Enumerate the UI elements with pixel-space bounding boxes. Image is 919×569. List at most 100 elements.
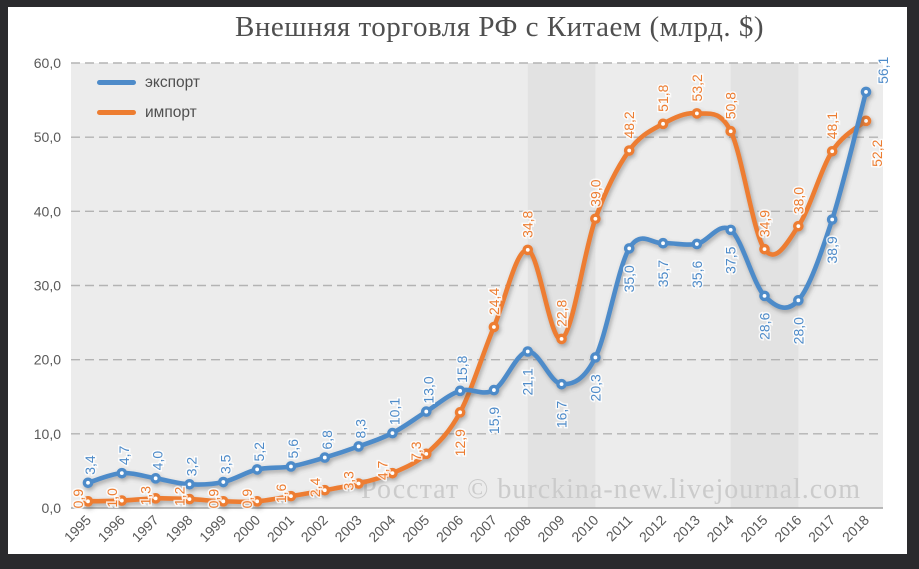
import-point-center: [694, 111, 699, 116]
x-axis-label: 2014: [703, 512, 736, 545]
x-axis-label: 2018: [839, 512, 872, 545]
import-point-label: 1,3: [138, 486, 154, 506]
export-point-center: [796, 298, 801, 303]
export-point-label: 38,9: [824, 236, 840, 263]
import-point-center: [492, 325, 496, 329]
import-point-label: 48,1: [824, 112, 840, 139]
x-axis-label: 1997: [128, 512, 161, 545]
legend-item-import: импорт: [97, 102, 200, 123]
import-point-label: 0,9: [239, 489, 255, 509]
watermark: Росстат © burckina-new.livejournal.com: [361, 474, 861, 505]
x-axis-label: 2008: [501, 512, 534, 545]
import-point-label: 22,8: [554, 299, 570, 326]
import-point-center: [661, 121, 665, 126]
export-point-label: 3,5: [217, 454, 233, 474]
x-axis-label: 2002: [298, 512, 331, 545]
export-point-center: [322, 455, 327, 460]
export-point-center: [762, 293, 767, 298]
x-axis-label: 2016: [771, 512, 804, 545]
import-point-label: 39,0: [587, 179, 603, 206]
import-point-label: 48,2: [621, 111, 637, 138]
import-point-label: 38,0: [790, 187, 806, 214]
y-axis-label: 0,0: [42, 500, 62, 516]
import-point-center: [458, 410, 462, 415]
import-point-label: 51,8: [655, 84, 671, 111]
y-axis-label: 30,0: [34, 278, 61, 294]
export-point-label: 37,5: [723, 246, 739, 273]
import-point-center: [322, 488, 327, 493]
export-point-center: [525, 349, 530, 354]
x-axis-label: 2017: [805, 512, 838, 545]
export-point-center: [153, 476, 158, 481]
x-axis-label: 1995: [61, 512, 94, 545]
export-point-center: [221, 480, 226, 484]
export-point-label: 56,1: [875, 56, 891, 83]
export-point-label: 21,1: [520, 368, 536, 395]
x-axis-label: 2001: [264, 512, 297, 545]
import-point-center: [390, 471, 395, 476]
legend: экспорт импорт: [97, 72, 200, 123]
import-point-center: [796, 224, 801, 229]
import-point-center: [119, 498, 124, 503]
import-point-label: 1,0: [104, 488, 120, 508]
import-point-center: [187, 497, 192, 501]
x-axis-label: 2005: [399, 512, 432, 545]
export-point-label: 35,6: [689, 261, 705, 288]
legend-item-export: экспорт: [97, 72, 200, 93]
import-point-label: 34,8: [520, 210, 536, 237]
x-axis-label: 2010: [568, 512, 601, 545]
export-point-center: [694, 242, 699, 246]
y-axis-label: 10,0: [34, 426, 61, 442]
export-point-center: [830, 217, 835, 222]
x-axis-label: 2004: [365, 512, 398, 545]
import-point-center: [525, 248, 530, 252]
export-point-center: [864, 90, 868, 94]
import-point-label: 3,3: [341, 471, 357, 491]
import-point-center: [289, 494, 293, 499]
import-point-label: 52,2: [869, 139, 885, 166]
legend-import-label: импорт: [145, 103, 197, 121]
import-point-label: 1,2: [171, 486, 187, 506]
x-axis-label: 1999: [196, 512, 229, 545]
export-point-label: 4,0: [150, 451, 166, 471]
export-point-center: [390, 431, 395, 435]
export-point-label: 15,9: [486, 407, 502, 434]
y-axis-label: 40,0: [34, 203, 61, 219]
x-axis-label: 2006: [433, 512, 466, 545]
import-point-center: [356, 481, 361, 486]
import-point-label: 34,9: [757, 210, 773, 237]
export-line-swatch: [97, 80, 136, 85]
x-axis-label: 1996: [95, 512, 128, 545]
import-point-center: [762, 247, 767, 252]
x-axis-label: 2000: [230, 512, 263, 545]
x-axis-label: 2007: [467, 512, 500, 545]
export-point-center: [289, 464, 293, 469]
export-point-center: [86, 480, 90, 485]
export-point-label: 15,8: [454, 355, 470, 382]
import-point-label: 53,2: [689, 74, 705, 101]
export-point-center: [356, 444, 361, 449]
export-series: [82, 86, 872, 490]
y-axis-label: 20,0: [34, 352, 61, 368]
import-point-label: 12,9: [452, 429, 468, 456]
import-point-label: 1,6: [273, 483, 289, 503]
export-point-label: 28,0: [790, 317, 806, 344]
export-point-label: 8,3: [353, 419, 369, 439]
x-axis-label: 2013: [670, 512, 703, 545]
y-axis-label: 50,0: [34, 129, 61, 145]
export-point-label: 3,2: [183, 457, 199, 477]
import-series: [82, 108, 872, 507]
export-point-label: 16,7: [554, 401, 570, 428]
import-point-center: [864, 118, 868, 123]
export-point-center: [492, 388, 496, 392]
export-point-center: [187, 482, 192, 487]
export-point-label: 35,0: [621, 265, 637, 292]
import-point-center: [424, 451, 429, 456]
export-point-center: [255, 467, 260, 472]
import-point-center: [255, 499, 260, 504]
export-point-center: [119, 471, 124, 476]
export-point-label: 13,0: [420, 376, 436, 403]
import-point-center: [593, 216, 598, 221]
export-point-center: [627, 246, 632, 251]
